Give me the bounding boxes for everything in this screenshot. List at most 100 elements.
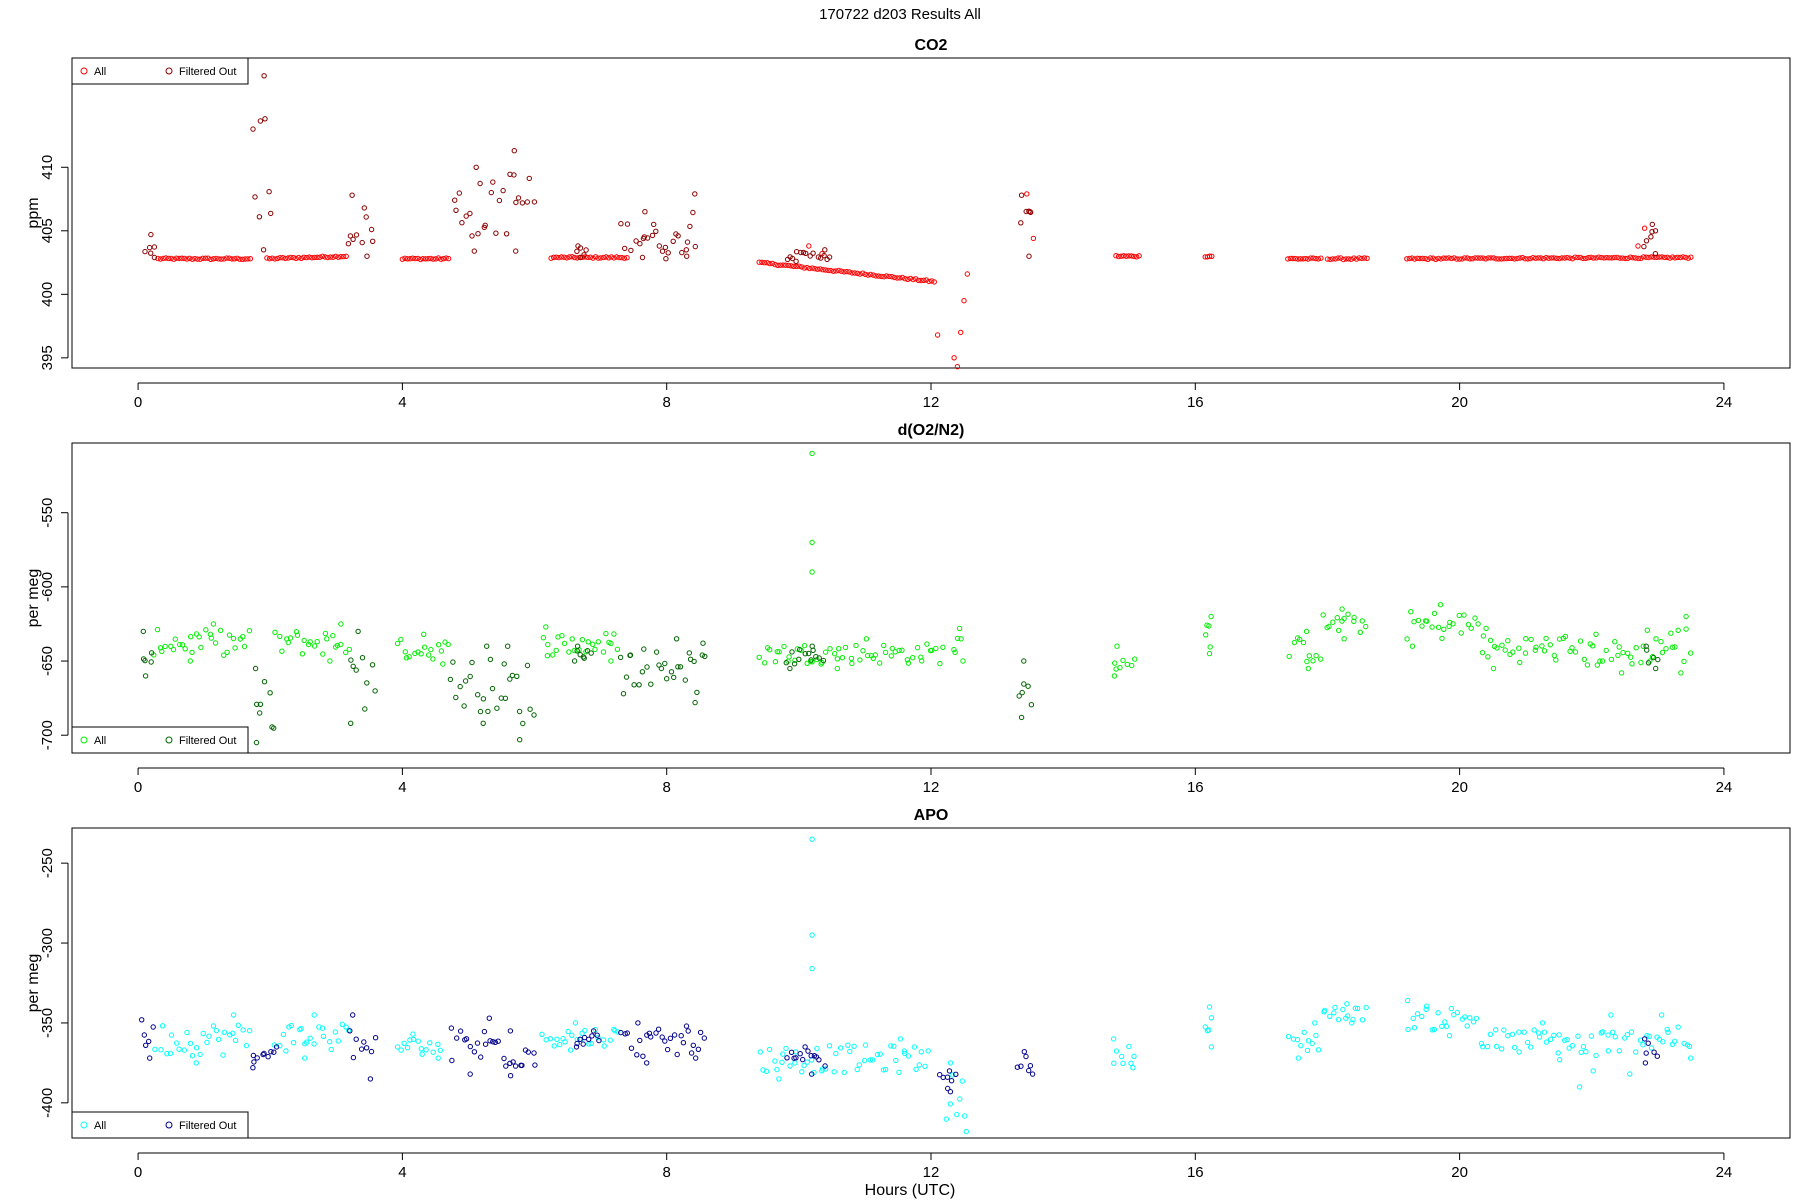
- point-all: [806, 243, 812, 249]
- point-all: [1556, 1032, 1562, 1038]
- point-filtered: [678, 1033, 684, 1039]
- point-all: [1441, 626, 1447, 632]
- point-filtered: [519, 200, 526, 206]
- point-filtered: [1653, 665, 1659, 672]
- point-all: [1511, 256, 1518, 262]
- point-filtered: [1650, 654, 1657, 661]
- point-all: [798, 264, 805, 270]
- point-all: [1431, 1026, 1438, 1033]
- point-all: [184, 1029, 190, 1036]
- point-filtered: [808, 657, 814, 663]
- point-filtered: [462, 678, 469, 684]
- point-all: [1327, 1013, 1333, 1019]
- point-all: [761, 260, 768, 266]
- point-all: [1543, 635, 1549, 642]
- point-all: [189, 649, 195, 656]
- point-filtered: [150, 1024, 156, 1030]
- point-filtered: [350, 1012, 356, 1018]
- point-all: [1610, 1029, 1616, 1036]
- legend-marker: [80, 67, 88, 75]
- point-all: [288, 1022, 294, 1029]
- point-all: [1499, 642, 1505, 648]
- point-all: [1688, 254, 1694, 260]
- point-all: [1577, 638, 1584, 644]
- point-filtered: [355, 628, 361, 635]
- point-all: [1522, 256, 1528, 262]
- point-all: [404, 1045, 411, 1051]
- point-all: [828, 267, 834, 274]
- point-all: [1637, 1037, 1644, 1043]
- point-all: [1669, 254, 1676, 260]
- point-all: [861, 1057, 868, 1064]
- point-all: [283, 1048, 289, 1054]
- point-filtered: [265, 1054, 271, 1060]
- point-all: [919, 658, 925, 664]
- point-all: [174, 1040, 180, 1046]
- point-all: [1608, 656, 1615, 663]
- point-all: [1130, 1065, 1136, 1071]
- point-filtered: [1014, 1064, 1021, 1070]
- point-all: [911, 1044, 918, 1050]
- point-filtered: [622, 245, 628, 252]
- point-all: [417, 256, 424, 263]
- point-all: [1121, 253, 1127, 259]
- point-all: [1688, 1055, 1694, 1061]
- point-all: [598, 255, 604, 261]
- point-all: [186, 255, 193, 261]
- point-all: [1580, 1043, 1587, 1050]
- point-all: [301, 254, 307, 260]
- point-filtered: [793, 249, 800, 255]
- point-all: [1546, 255, 1552, 261]
- point-filtered: [798, 249, 804, 256]
- point-all: [435, 642, 442, 648]
- point-all: [1429, 1027, 1436, 1033]
- point-filtered: [252, 194, 258, 200]
- point-all: [1683, 613, 1689, 620]
- point-all: [1286, 653, 1292, 660]
- point-filtered: [581, 252, 587, 258]
- point-filtered: [574, 248, 580, 255]
- point-filtered: [655, 1026, 662, 1032]
- point-all: [1131, 253, 1137, 260]
- point-all: [1675, 1024, 1681, 1030]
- point-all: [298, 255, 304, 261]
- point-filtered: [944, 1074, 951, 1080]
- point-filtered: [348, 657, 354, 663]
- point-all: [1511, 1044, 1518, 1051]
- point-filtered: [575, 243, 581, 249]
- point-filtered: [262, 116, 268, 122]
- point-all: [607, 1037, 613, 1043]
- point-filtered: [793, 1055, 799, 1061]
- point-all: [585, 639, 591, 645]
- point-filtered: [821, 252, 827, 259]
- point-filtered: [268, 210, 274, 217]
- point-all: [272, 256, 278, 262]
- point-all: [1464, 255, 1471, 261]
- point-all: [763, 1068, 770, 1075]
- point-filtered: [471, 1049, 478, 1055]
- point-all: [338, 254, 344, 260]
- point-filtered: [806, 650, 812, 657]
- point-all: [1616, 644, 1622, 650]
- point-all: [1440, 255, 1447, 261]
- point-all: [196, 634, 202, 640]
- point-all: [845, 1042, 851, 1048]
- point-filtered: [802, 1044, 808, 1050]
- point-filtered: [1023, 1053, 1029, 1060]
- point-all: [834, 656, 841, 662]
- point-all: [335, 254, 341, 260]
- point-all: [846, 269, 853, 275]
- point-all: [1451, 255, 1457, 261]
- point-all: [806, 265, 813, 272]
- point-all: [543, 624, 549, 630]
- point-all: [1640, 1042, 1646, 1048]
- point-all: [314, 254, 320, 260]
- point-all: [213, 1027, 220, 1034]
- point-all: [1341, 636, 1347, 642]
- point-all: [293, 255, 299, 262]
- point-all: [1443, 255, 1449, 261]
- legend: All Filtered Out: [71, 1111, 249, 1139]
- point-filtered: [640, 1053, 646, 1059]
- point-filtered: [372, 1035, 379, 1041]
- point-filtered: [345, 241, 352, 247]
